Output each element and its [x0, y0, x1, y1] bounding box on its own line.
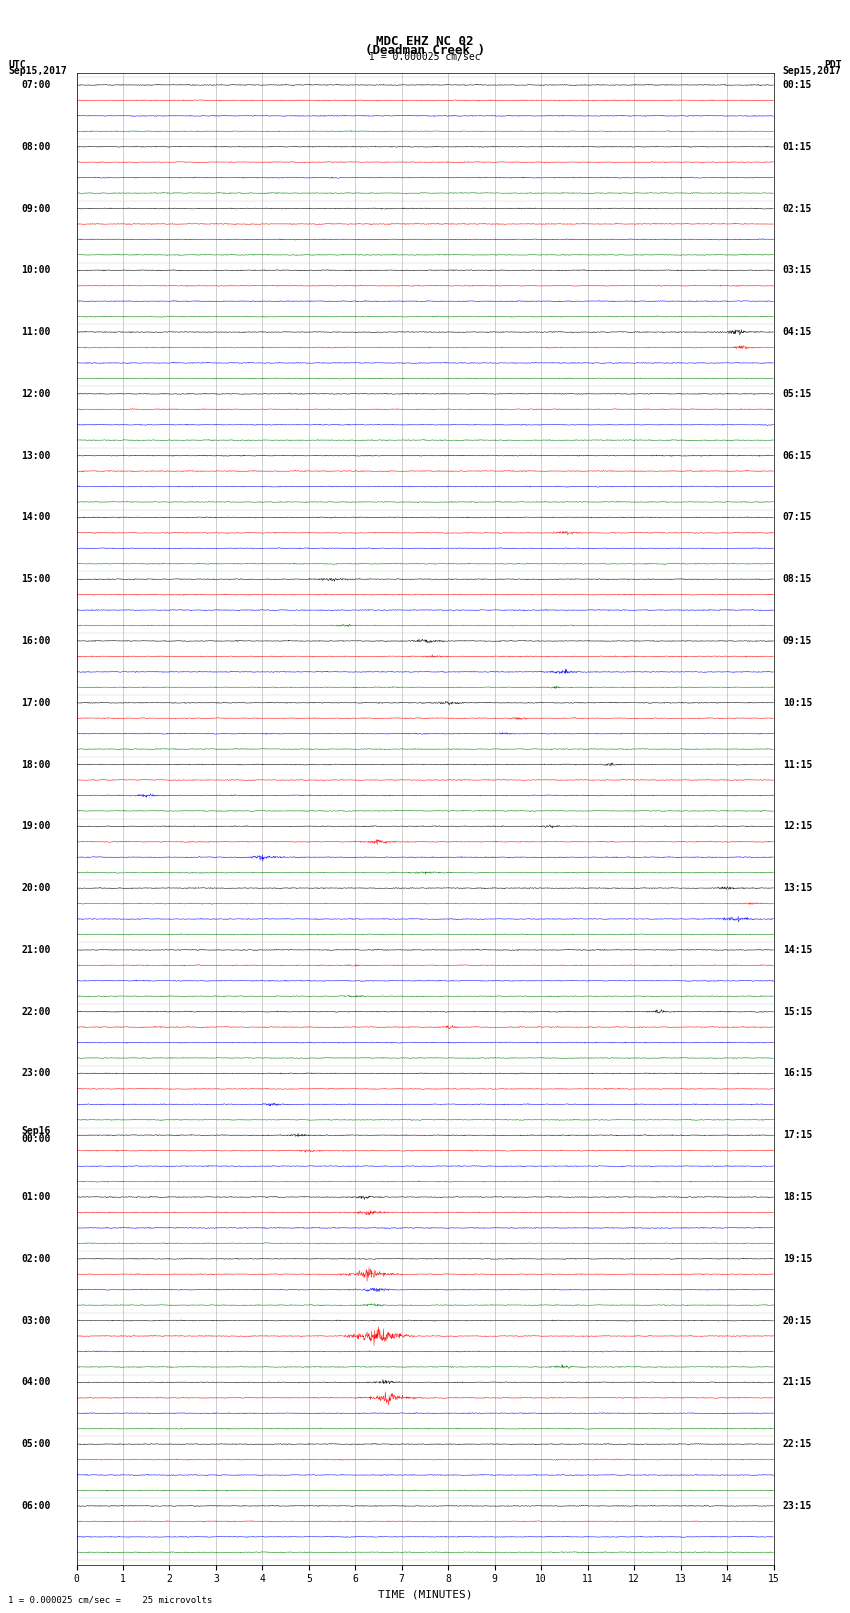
- Text: 21:00: 21:00: [21, 945, 51, 955]
- Text: 02:15: 02:15: [783, 203, 812, 213]
- Text: 00:15: 00:15: [783, 81, 812, 90]
- Text: 1 = 0.000025 cm/sec =    25 microvolts: 1 = 0.000025 cm/sec = 25 microvolts: [8, 1595, 212, 1605]
- Text: PDT: PDT: [824, 60, 842, 69]
- Text: 04:00: 04:00: [21, 1378, 51, 1387]
- Text: 18:00: 18:00: [21, 760, 51, 769]
- Text: 02:00: 02:00: [21, 1253, 51, 1265]
- Text: 19:00: 19:00: [21, 821, 51, 831]
- Text: 16:15: 16:15: [783, 1068, 812, 1079]
- Text: 05:15: 05:15: [783, 389, 812, 398]
- Text: (Deadman Creek ): (Deadman Creek ): [365, 44, 485, 56]
- Text: 11:00: 11:00: [21, 327, 51, 337]
- Text: 08:15: 08:15: [783, 574, 812, 584]
- X-axis label: TIME (MINUTES): TIME (MINUTES): [377, 1590, 473, 1600]
- Text: 09:00: 09:00: [21, 203, 51, 213]
- Text: 14:00: 14:00: [21, 513, 51, 523]
- Text: 22:15: 22:15: [783, 1439, 812, 1448]
- Text: 21:15: 21:15: [783, 1378, 812, 1387]
- Text: 10:00: 10:00: [21, 265, 51, 276]
- Text: 06:00: 06:00: [21, 1502, 51, 1511]
- Text: I = 0.000025 cm/sec: I = 0.000025 cm/sec: [369, 52, 481, 61]
- Text: 22:00: 22:00: [21, 1007, 51, 1016]
- Text: Sep15,2017: Sep15,2017: [8, 66, 67, 76]
- Text: 12:15: 12:15: [783, 821, 812, 831]
- Text: 13:00: 13:00: [21, 450, 51, 461]
- Text: 12:00: 12:00: [21, 389, 51, 398]
- Text: Sep16: Sep16: [21, 1126, 51, 1137]
- Text: 17:15: 17:15: [783, 1131, 812, 1140]
- Text: 16:00: 16:00: [21, 636, 51, 645]
- Text: 07:00: 07:00: [21, 81, 51, 90]
- Text: 20:00: 20:00: [21, 882, 51, 894]
- Text: 09:15: 09:15: [783, 636, 812, 645]
- Text: 06:15: 06:15: [783, 450, 812, 461]
- Text: 19:15: 19:15: [783, 1253, 812, 1265]
- Text: 17:00: 17:00: [21, 698, 51, 708]
- Text: 10:15: 10:15: [783, 698, 812, 708]
- Text: 01:15: 01:15: [783, 142, 812, 152]
- Text: 03:00: 03:00: [21, 1316, 51, 1326]
- Text: Sep15,2017: Sep15,2017: [783, 66, 842, 76]
- Text: 14:15: 14:15: [783, 945, 812, 955]
- Text: 03:15: 03:15: [783, 265, 812, 276]
- Text: 00:00: 00:00: [21, 1134, 51, 1144]
- Text: 20:15: 20:15: [783, 1316, 812, 1326]
- Text: MDC EHZ NC 02: MDC EHZ NC 02: [377, 35, 473, 48]
- Text: 11:15: 11:15: [783, 760, 812, 769]
- Text: 07:15: 07:15: [783, 513, 812, 523]
- Text: 18:15: 18:15: [783, 1192, 812, 1202]
- Text: 01:00: 01:00: [21, 1192, 51, 1202]
- Text: 04:15: 04:15: [783, 327, 812, 337]
- Text: 23:15: 23:15: [783, 1502, 812, 1511]
- Text: 15:00: 15:00: [21, 574, 51, 584]
- Text: UTC: UTC: [8, 60, 26, 69]
- Text: 15:15: 15:15: [783, 1007, 812, 1016]
- Text: 08:00: 08:00: [21, 142, 51, 152]
- Text: 05:00: 05:00: [21, 1439, 51, 1448]
- Text: 23:00: 23:00: [21, 1068, 51, 1079]
- Text: 13:15: 13:15: [783, 882, 812, 894]
